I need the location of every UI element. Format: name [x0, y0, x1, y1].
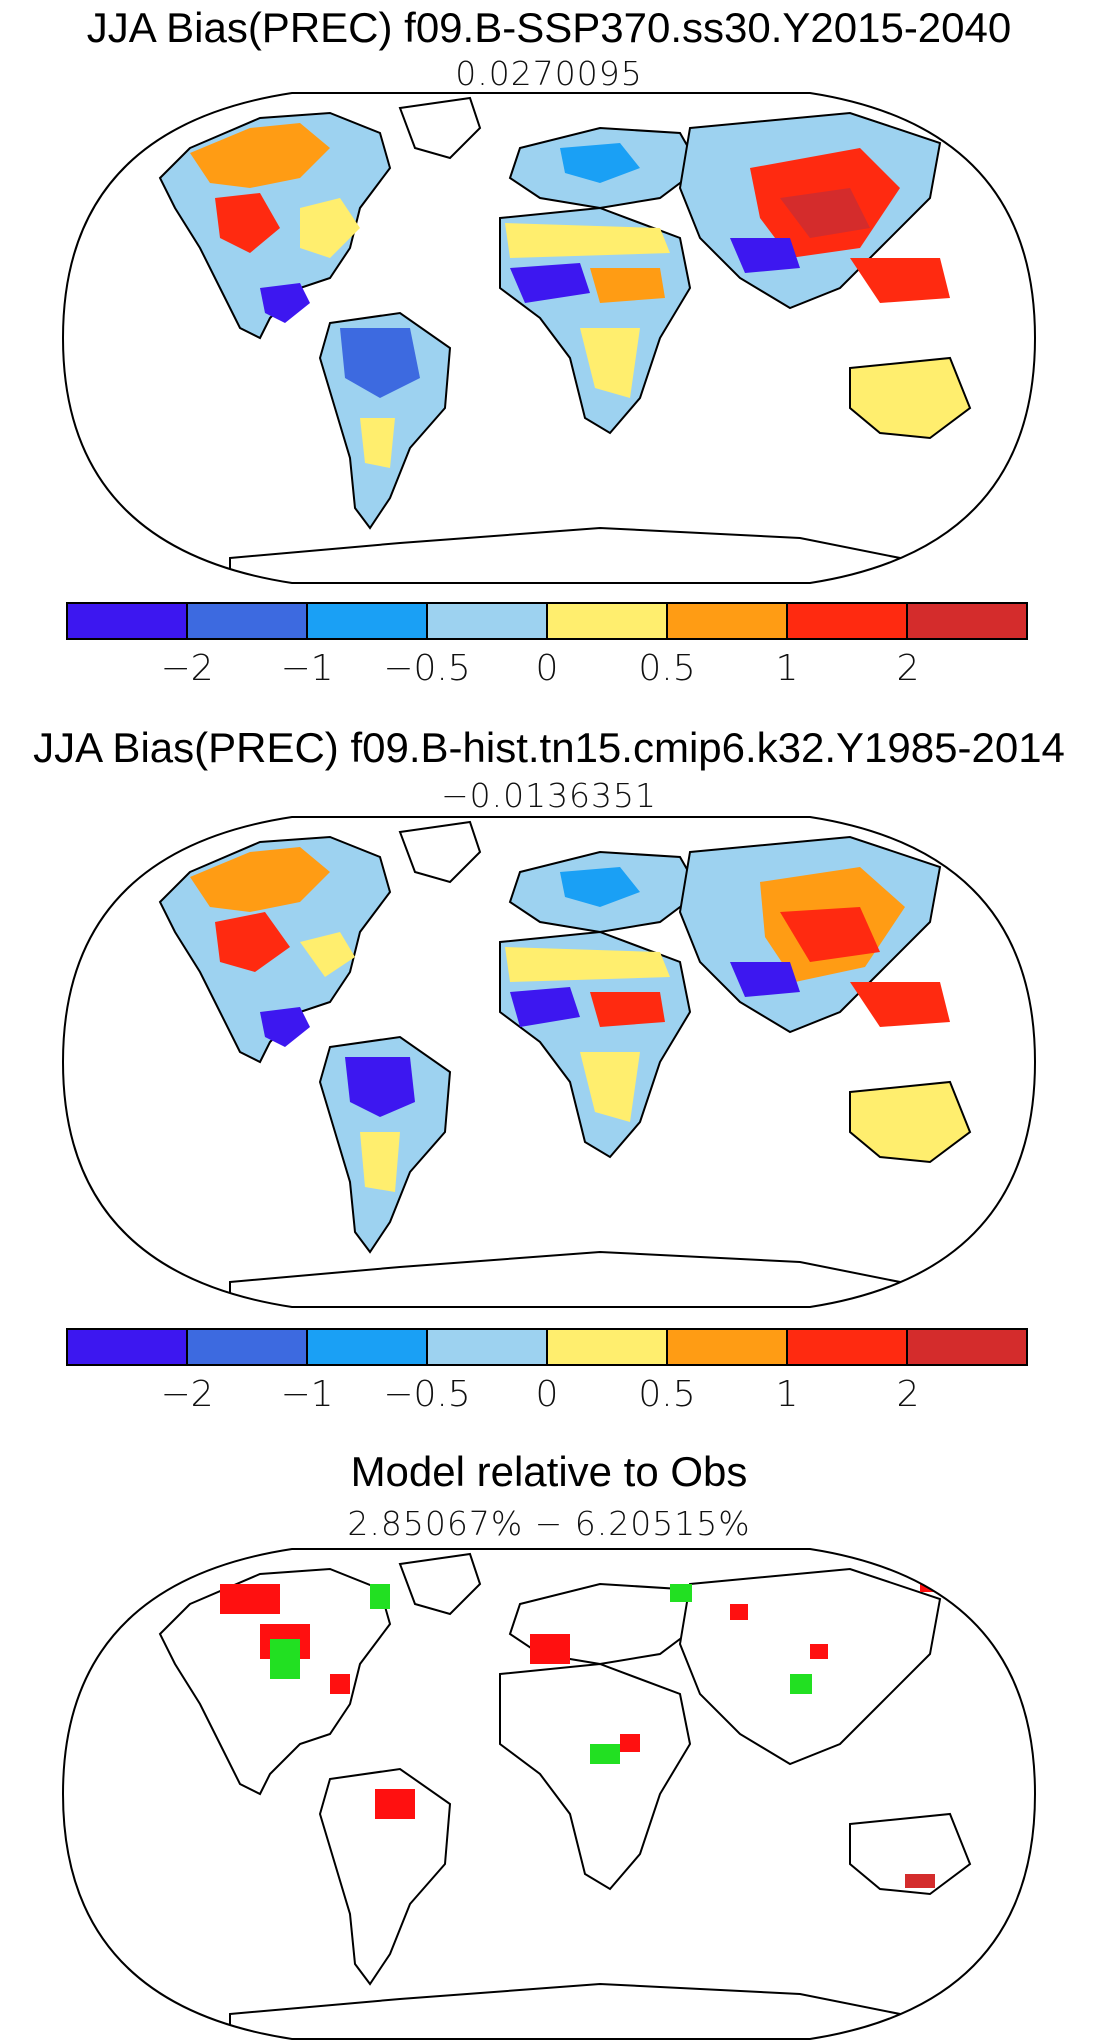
colorbar-tick-label: 0	[535, 648, 559, 689]
colorbar-tick-label: 0.5	[638, 1374, 696, 1415]
panel-subtitle: 2.85067% − 6.20515%	[347, 1504, 751, 1543]
colorbar-tick-label: 2	[896, 648, 920, 689]
colorbar-labels: −2 −1 −0.5 0 0.5 1 2	[0, 648, 1098, 689]
colorbar-swatch	[908, 604, 1026, 638]
significance-map	[61, 1548, 1037, 2040]
panel-title: JJA Bias(PREC) f09.B-hist.tn15.cmip6.k32…	[33, 724, 1065, 771]
bias-map-ssp370	[61, 92, 1037, 584]
colorbar-tick-label: 1	[775, 648, 799, 689]
colorbar-swatch	[788, 1330, 908, 1364]
colorbar-swatch	[668, 604, 788, 638]
colorbar-tick-label: 0	[535, 1374, 559, 1415]
panel-subtitle: −0.0136351	[440, 776, 658, 815]
panel-title: JJA Bias(PREC) f09.B-SSP370.ss30.Y2015-2…	[86, 4, 1012, 51]
colorbar-swatch	[68, 1330, 188, 1364]
colorbar	[66, 1328, 1028, 1366]
panel-title: Model relative to Obs	[350, 1448, 748, 1495]
colorbar-swatch	[428, 1330, 548, 1364]
colorbar-swatch	[308, 1330, 428, 1364]
colorbar-swatch	[308, 604, 428, 638]
colorbar-tick-label: −0.5	[383, 648, 471, 689]
colorbar-swatch	[908, 1330, 1026, 1364]
colorbar-swatch	[548, 1330, 668, 1364]
colorbar-swatch	[188, 1330, 308, 1364]
colorbar-swatch	[68, 604, 188, 638]
colorbar-swatch	[548, 604, 668, 638]
colorbar-swatch	[788, 604, 908, 638]
colorbar-tick-label: −2	[160, 1374, 214, 1415]
colorbar-swatch	[668, 1330, 788, 1364]
colorbar-tick-label: −2	[160, 648, 214, 689]
panel-subtitle: 0.0270095	[455, 54, 643, 93]
colorbar-tick-label: −1	[280, 648, 334, 689]
colorbar-labels: −2 −1 −0.5 0 0.5 1 2	[0, 1374, 1098, 1415]
colorbar	[66, 602, 1028, 640]
colorbar-tick-label: −0.5	[383, 1374, 471, 1415]
colorbar-tick-label: 1	[775, 1374, 799, 1415]
colorbar-tick-label: 2	[896, 1374, 920, 1415]
colorbar-tick-label: −1	[280, 1374, 334, 1415]
colorbar-tick-label: 0.5	[638, 648, 696, 689]
colorbar-swatch	[428, 604, 548, 638]
colorbar-swatch	[188, 604, 308, 638]
bias-map-hist	[61, 816, 1037, 1308]
